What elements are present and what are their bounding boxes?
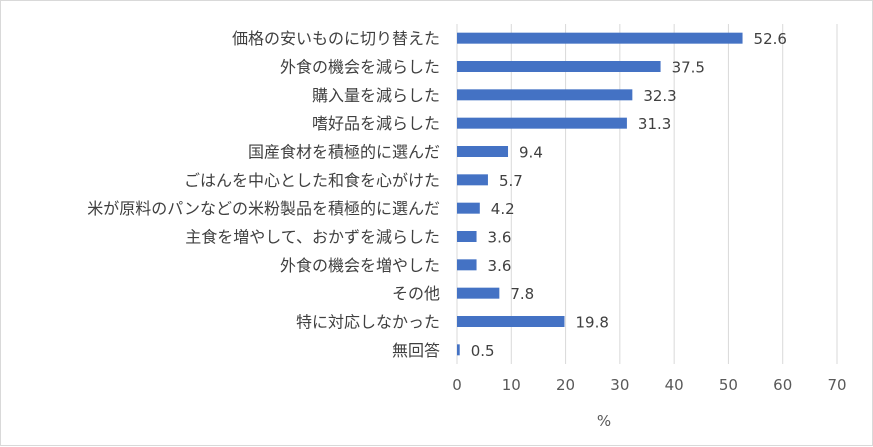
data-label: 0.5	[471, 342, 495, 360]
bar	[457, 259, 477, 271]
data-label: 3.6	[488, 257, 512, 275]
bar	[457, 287, 500, 299]
value-labels: 52.6 37.5 32.3 31.3 9.4 5.7 4.2 3.6 3.6 7.8 19.8 0.…	[471, 30, 787, 360]
bar	[457, 32, 743, 44]
category-labels: 価格の安いものに切り替えた外食の機会を減らした購入量を減らした嗜好品を減らした国…	[87, 29, 440, 360]
category-label: 価格の安いものに切り替えた	[232, 29, 440, 48]
x-tick-label: 70	[827, 376, 846, 394]
category-label: 特に対応しなかった	[296, 313, 440, 332]
bar	[457, 231, 477, 242]
category-label: 外食の機会を減らした	[280, 58, 440, 77]
x-tick-label: 40	[665, 376, 684, 394]
x-axis-title: %	[597, 412, 611, 430]
category-label: 米が原料のパンなどの米粉製品を積極的に選んだ	[87, 199, 440, 218]
gridlines	[456, 24, 838, 364]
x-tick-label: 50	[719, 376, 738, 394]
bar	[457, 146, 509, 157]
x-tick-label: 0	[452, 376, 462, 394]
bars	[457, 32, 743, 356]
bar	[457, 344, 460, 356]
bar	[457, 61, 661, 72]
data-label: 9.4	[519, 144, 543, 162]
category-label: ごはんを中心とした和食を心がけた	[184, 171, 440, 190]
x-tick-label: 60	[773, 376, 792, 394]
category-label: 嗜好品を減らした	[312, 114, 440, 133]
x-tick-label: 30	[610, 376, 629, 394]
category-label: 購入量を減らした	[312, 86, 440, 105]
data-label: 19.8	[575, 314, 608, 332]
data-label: 37.5	[672, 59, 705, 77]
x-tick-labels: 0 10 20 30 40 50 60 70	[452, 376, 846, 394]
category-label: その他	[392, 284, 440, 303]
data-label: 32.3	[643, 87, 676, 105]
data-label: 7.8	[510, 285, 534, 303]
bar	[457, 316, 565, 327]
category-label: 外食の機会を増やした	[280, 256, 440, 275]
data-label: 5.7	[499, 172, 523, 190]
category-label: 国産食材を積極的に選んだ	[248, 143, 440, 162]
bar	[457, 174, 488, 186]
bar	[457, 89, 633, 101]
bar	[457, 117, 627, 129]
category-label: 主食を増やして、おかずを減らした	[185, 228, 440, 247]
x-tick-label: 10	[502, 376, 521, 394]
category-label: 無回答	[392, 341, 440, 360]
data-label: 4.2	[491, 200, 515, 218]
data-label: 31.3	[638, 115, 671, 133]
data-label: 3.6	[488, 229, 512, 247]
data-label: 52.6	[754, 30, 787, 48]
x-tick-label: 20	[556, 376, 575, 394]
bar	[457, 202, 480, 214]
